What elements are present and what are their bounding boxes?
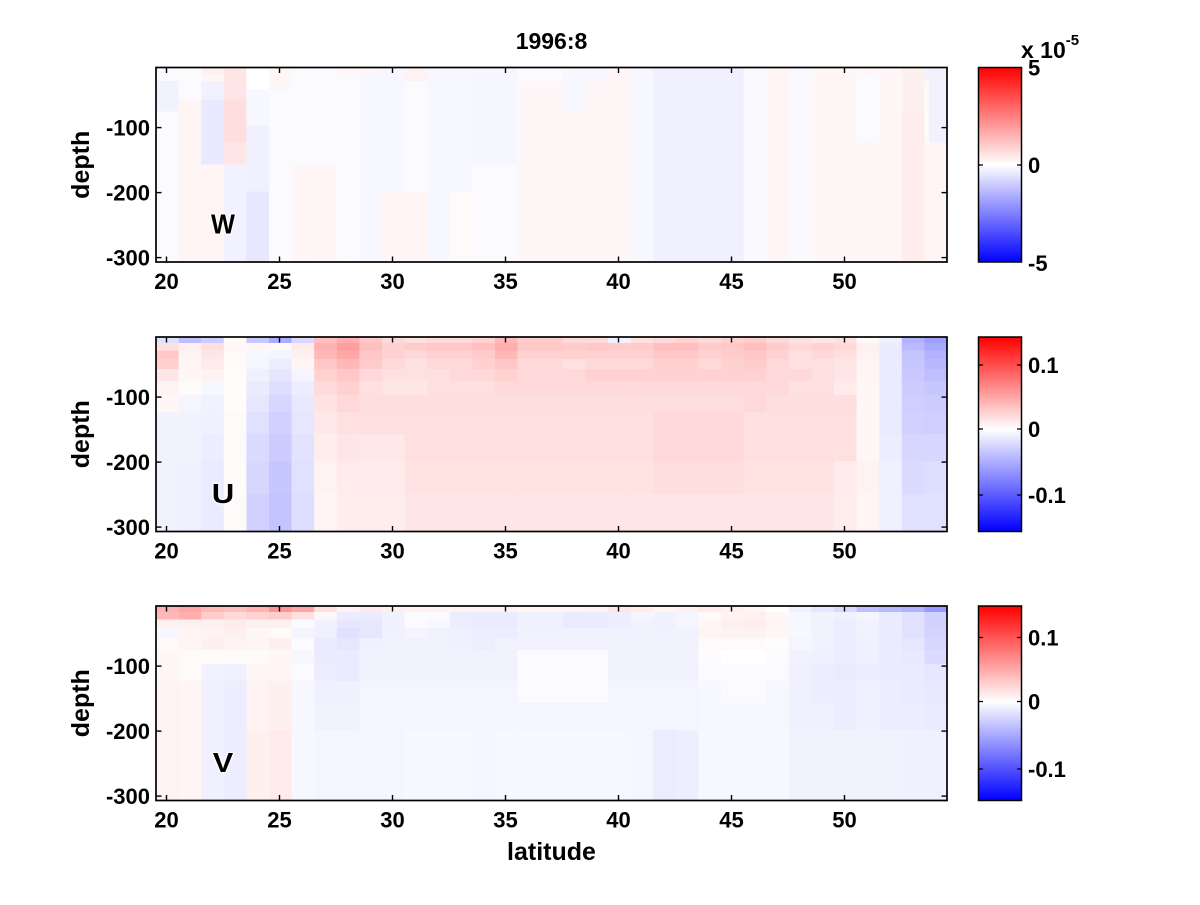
svg-text:45: 45 xyxy=(719,539,743,564)
svg-text:45: 45 xyxy=(719,808,743,833)
svg-text:0: 0 xyxy=(1028,690,1040,715)
svg-text:-300: -300 xyxy=(106,246,150,271)
svg-text:35: 35 xyxy=(493,808,517,833)
svg-text:45: 45 xyxy=(719,269,743,294)
svg-text:-200: -200 xyxy=(106,181,150,206)
svg-text:50: 50 xyxy=(832,269,856,294)
svg-text:depth: depth xyxy=(67,400,95,468)
svg-text:-100: -100 xyxy=(106,385,150,410)
svg-text:30: 30 xyxy=(380,539,404,564)
svg-text:30: 30 xyxy=(380,269,404,294)
svg-text:0: 0 xyxy=(1028,153,1040,178)
svg-text:35: 35 xyxy=(493,269,517,294)
svg-text:0.1: 0.1 xyxy=(1028,626,1059,651)
svg-text:40: 40 xyxy=(606,808,630,833)
svg-text:W: W xyxy=(211,209,236,240)
svg-text:20: 20 xyxy=(154,539,178,564)
svg-text:30: 30 xyxy=(380,808,404,833)
svg-text:20: 20 xyxy=(154,269,178,294)
svg-text:-0.1: -0.1 xyxy=(1028,483,1066,508)
svg-text:1996:8: 1996:8 xyxy=(516,28,588,54)
svg-text:25: 25 xyxy=(267,808,291,833)
svg-text:-100: -100 xyxy=(106,654,150,679)
svg-text:40: 40 xyxy=(606,539,630,564)
svg-text:5: 5 xyxy=(1028,56,1040,81)
svg-text:-5: -5 xyxy=(1028,251,1048,276)
svg-text:U: U xyxy=(212,478,235,509)
svg-text:0: 0 xyxy=(1028,417,1040,442)
svg-text:25: 25 xyxy=(267,269,291,294)
svg-text:V: V xyxy=(213,747,234,778)
svg-text:50: 50 xyxy=(832,539,856,564)
svg-text:50: 50 xyxy=(832,808,856,833)
svg-text:0.1: 0.1 xyxy=(1028,353,1059,378)
svg-text:-200: -200 xyxy=(106,719,150,744)
svg-text:-0.1: -0.1 xyxy=(1028,757,1066,782)
svg-text:depth: depth xyxy=(67,131,95,199)
svg-text:-200: -200 xyxy=(106,450,150,475)
svg-text:-300: -300 xyxy=(106,515,150,540)
svg-text:35: 35 xyxy=(493,539,517,564)
svg-text:25: 25 xyxy=(267,539,291,564)
svg-text:20: 20 xyxy=(154,808,178,833)
svg-text:40: 40 xyxy=(606,269,630,294)
svg-text:depth: depth xyxy=(67,669,95,737)
svg-text:-100: -100 xyxy=(106,116,150,141)
svg-text:latitude: latitude xyxy=(507,838,596,866)
svg-text:-300: -300 xyxy=(106,784,150,809)
